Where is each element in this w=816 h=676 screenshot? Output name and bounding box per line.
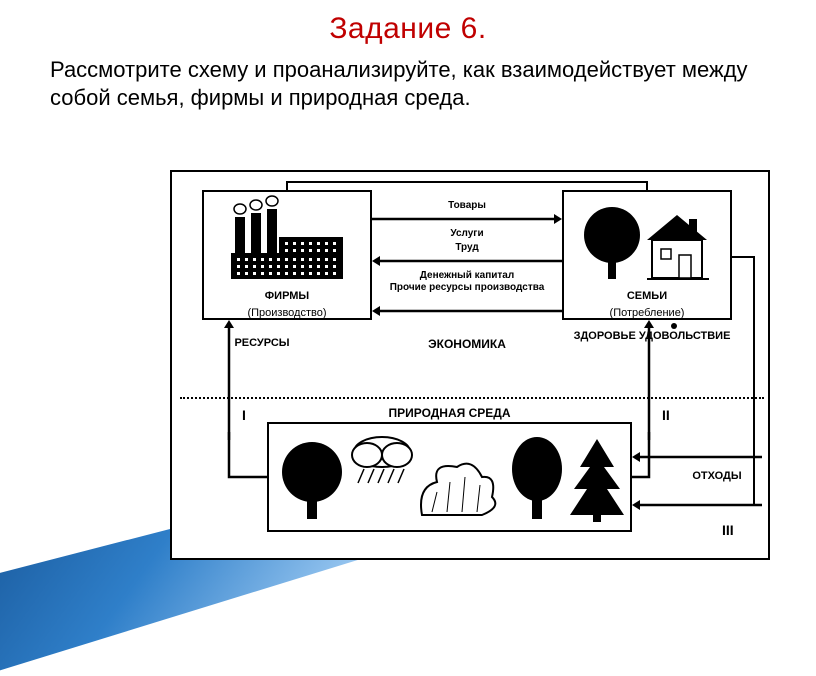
res-connector (222, 432, 270, 492)
task-prompt: Рассмотрите схему и проанализируйте, как… (0, 46, 816, 111)
task-title: Задание 6. (0, 0, 816, 46)
right-vertical-connectors (172, 172, 772, 552)
dot-decoration (670, 322, 678, 330)
health-connector (630, 432, 654, 492)
economy-diagram: ФИРМЫ (Производство) СЕМЬИ (Потребление) (170, 170, 770, 560)
